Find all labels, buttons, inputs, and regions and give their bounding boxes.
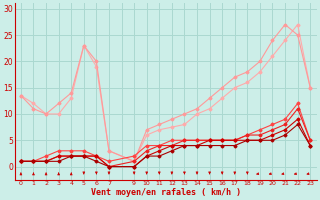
X-axis label: Vent moyen/en rafales ( km/h ): Vent moyen/en rafales ( km/h ) (91, 188, 241, 197)
